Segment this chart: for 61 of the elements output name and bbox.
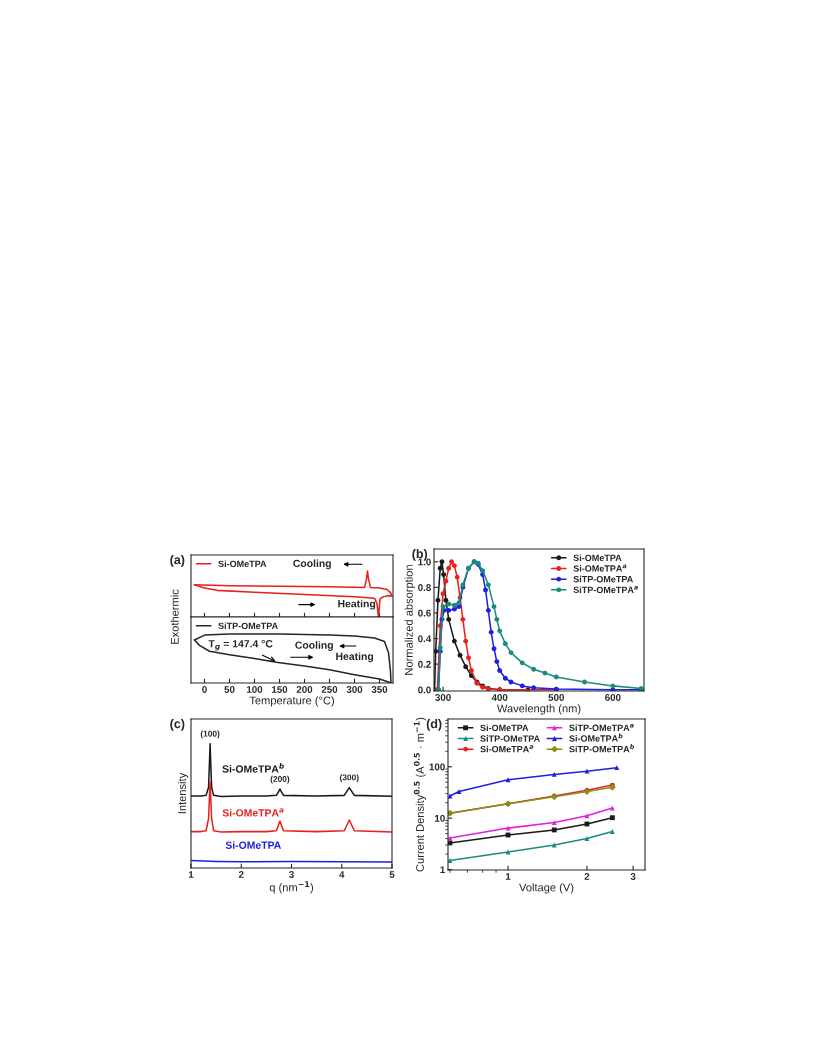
x-axis-title: q (nm$^{−1}$) [269,881,314,894]
x-tick-label: 150 [272,686,288,693]
series-label: Si-OMeTPA$^{b}$ [222,763,284,773]
x-axis-title: Voltage (V) [519,883,574,894]
legend-label: Si-OMeTPA [480,724,529,732]
x-tick-label: 500 [548,694,564,701]
legend-label: Si-OMeTPA$^{b}$ [569,733,623,742]
x-tick-label: 250 [321,686,338,693]
annotation: Heating [338,599,376,610]
x-tick-label: 600 [605,694,621,701]
x-tick-label: 400 [491,694,508,701]
x-tick-label: 2 [584,873,590,880]
x-tick-label: 300 [346,686,363,693]
y-tick-label: 10 [435,814,445,822]
annotation: (200) [270,775,290,784]
legend-label: SiTP-OMeTPA [573,575,634,583]
legend-label: SiTP-OMeTPA$^{a}$ [569,723,634,731]
chart-title: (c) [170,719,185,731]
x-tick-label: 50 [224,686,235,693]
annotation: Heating [336,652,374,663]
x-tick-label: 2 [238,871,244,878]
annotation: Cooling [295,641,333,651]
annotation: T$_{g}$ = 147.4 °C [208,640,273,651]
legend-label: Si-OMeTPA$^{a}$ [480,745,534,753]
x-tick-label: 350 [371,686,388,693]
y-tick-label: 0.2 [418,660,431,668]
x-tick-label: 300 [435,694,451,701]
chart-title: (a) [170,555,185,567]
legend-label: SiTP-OMeTPA$^{a}$ [573,585,638,594]
annotation: (300) [339,774,359,782]
x-tick-label: 100 [247,686,263,693]
annotation: (100) [200,730,220,739]
x-tick-label: 0 [202,686,207,693]
y-axis-title: Intensity [177,772,189,814]
x-tick-label: 5 [389,871,395,878]
legend-label: Si-OMeTPA [218,560,267,568]
x-tick-label: 3 [630,873,636,880]
y-axis-title: Current Density$^{0.5}$ (A$^{0.5}$ · m$^{−1}$) [413,717,427,872]
x-tick-label: 4 [339,871,345,878]
legend-label: Si-OMeTPA [573,554,622,562]
y-tick-label: 0.0 [418,686,431,694]
legend-label: SiTP-OMeTPA [480,735,540,742]
x-tick-label: 1 [505,873,511,880]
series-label: Si-OMeTPA$^{a}$ [222,808,284,817]
text: Cooling [293,559,331,570]
y-tick-label: 0.4 [418,635,432,643]
chart-title: (d) [426,719,442,731]
x-tick-label: 200 [296,686,313,693]
legend-label: SiTP-OMeTPA [218,622,278,630]
y-tick-label: 0.8 [418,584,431,591]
y-tick-label: 0.6 [418,609,431,617]
x-tick-label: 3 [289,871,294,878]
y-tick-label: 100 [429,763,445,771]
x-axis-title: Wavelength (nm) [496,704,581,715]
legend-label: SiTP-OMeTPA$^{b}$ [569,744,635,753]
x-tick-label: 1 [188,871,194,878]
x-axis-title: Temperature (°C) [249,696,334,707]
series-label: Si-OMeTPA [225,841,282,849]
y-axis-title: Exothermic [170,589,179,644]
y-axis-title: Normalized absorption [404,565,415,675]
legend-label: Si-OMeTPA$^{a}$ [573,564,627,572]
